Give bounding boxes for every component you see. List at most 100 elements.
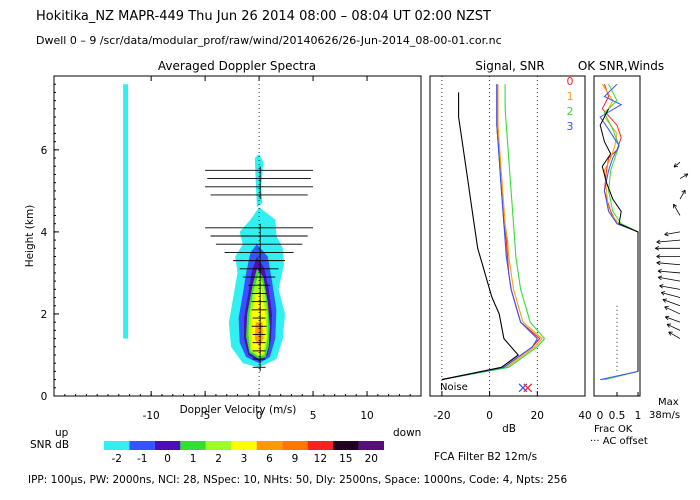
beam-label: 3 [567,120,574,133]
colorbar-swatch [205,441,232,450]
wind-arrow [665,316,681,323]
max-wind-value: 38m/s [649,410,680,421]
colorbar-tick-label: 3 [241,453,248,465]
colorbar-swatch [104,441,130,450]
snr-series-line [441,84,543,381]
beam-label: 1 [567,90,574,103]
max-wind-label: Max [658,397,679,408]
wind-arrow [673,161,681,168]
wind-arrow-head [665,316,669,321]
x-tick-label: 20 [531,410,544,422]
snr-colorbar: -2 -1 0 1 2 3 6 9 12 15 20 [104,441,384,465]
wind-arrow-head [655,247,660,251]
wind-arrow-head [668,331,672,336]
wind-arrow [668,331,681,339]
noise-annotation: Noise [440,382,468,393]
colorbar-tick-label: -1 [137,453,147,465]
colorbar-tick-label: 20 [365,453,378,465]
wind-arrow [664,231,681,236]
colorbar-tick-label: 15 [339,453,352,465]
wind-arrow-head [662,298,667,300]
wind-arrow-head [666,324,670,328]
colorbar-swatch [154,441,181,450]
x-tick-label: 0.5 [609,410,626,422]
wind-arrow-head [657,270,662,274]
snr-series-line [441,92,520,381]
wind-arrow-head [656,241,661,245]
wind-arrow [661,292,681,298]
fca-filter-label: FCA Filter B2 12m/s [434,451,538,463]
colorbar-swatch [307,441,334,450]
beam-label: 0 [567,75,574,88]
wind-arrow-head [685,173,689,178]
wind-arrow-head [656,254,661,257]
colorbar-swatch [333,441,359,450]
frac-ok-line [599,83,639,381]
signal-xlabel: dB [502,423,516,435]
ok-winds-title: OK SNR,Winds [578,59,664,73]
wind-arrow-head [655,246,660,249]
frac-ok-xlabel: Frac OK [594,424,633,435]
colorbar-tick-label: 9 [292,453,299,465]
wind-arrow-head [664,306,668,311]
spectra-contours [123,84,285,368]
x-tick-label: 0 [597,410,604,422]
colorbar-label: SNR dB [30,439,69,451]
down-label: down [393,427,421,439]
wind-arrow-head [656,262,661,266]
frac-ok-line [603,83,639,381]
spectra-title: Averaged Doppler Spectra [158,59,316,73]
wind-arrow [664,306,681,315]
x-tick-label: 40 [578,410,591,422]
wind-arrow [666,323,681,331]
x-tick-label: -20 [433,410,450,422]
wind-arrow-head [656,256,661,259]
x-tick-label: -5 [200,410,210,422]
wind-arrow-head [664,231,669,235]
x-tick-label: 0 [256,410,263,422]
colorbar-swatch [358,441,384,450]
x-tick-label: 5 [310,410,317,422]
colorbar-swatch [256,441,283,450]
wind-arrow [656,262,681,266]
wind-arrow-head [673,203,678,207]
up-label: up [55,427,69,439]
y-tick-label: 2 [41,309,48,321]
wind-arrow-head [673,165,679,168]
wind-arrow-head [665,315,670,318]
wind-arrow [679,173,689,179]
x-tick-label: 10 [360,410,373,422]
colorbar-swatch [129,441,155,450]
cyan-stripe [123,84,129,339]
wind-arrow-head [673,163,676,168]
wind-barbs [655,161,689,339]
signal-frame [429,75,586,397]
frac-ok-line [599,108,639,372]
plot-title-line-1: Hokitika_NZ MAPR-449 Thu Jun 26 2014 08:… [36,9,491,24]
noise-marker [523,383,533,393]
y-tick-label: 0 [41,391,48,403]
wind-arrow-head [657,276,662,281]
signal-title: Signal, SNR [475,59,544,73]
colorbar-tick-label: 12 [314,453,327,465]
signal-snr-lines: -20 0 20 40 [433,76,592,422]
colorbar-swatch [180,441,206,450]
wind-arrow [657,270,681,274]
snr-series-line [441,84,538,381]
plot-title-line-2: Dwell 0 – 9 /scr/data/modular_prof/raw/w… [36,34,502,47]
colorbar-tick-label: 0 [164,453,171,465]
x-tick-label: -10 [143,410,160,422]
colorbar-tick-label: 2 [215,453,222,465]
snr-series-line [441,84,541,381]
spectra-ylabel: Height (km) [24,205,36,268]
wind-arrow [679,189,686,200]
snr-series-line [441,84,546,381]
acquisition-parameters: IPP: 100μs, PW: 2000ns, NCI: 28, NSpec: … [28,474,568,486]
x-tick-label: 0 [486,410,493,422]
colorbar-tick-label: 6 [266,453,273,465]
wind-arrow-head [656,260,661,264]
wind-arrow-head [657,269,662,272]
spectra-axes: -10 -5 0 5 10 0 2 4 6 [41,76,422,422]
wind-arrow-head [656,239,661,243]
